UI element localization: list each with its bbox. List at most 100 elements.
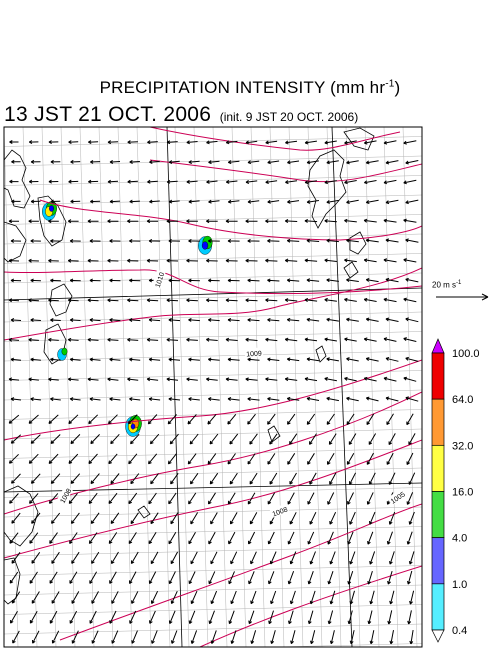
- wind-vector: [109, 278, 121, 283]
- wind-vector: [70, 159, 81, 164]
- wind-vector: [89, 238, 101, 243]
- wind-vector: [28, 453, 39, 464]
- wind-vector: [148, 238, 161, 243]
- wind-vector: [324, 258, 337, 263]
- wind-vector: [307, 571, 314, 585]
- wind-vector: [327, 571, 334, 585]
- wind-vector: [284, 219, 298, 224]
- wind-vector: [68, 179, 79, 184]
- wind-vector: [304, 377, 318, 382]
- wind-vector: [8, 298, 20, 303]
- rain-level: [201, 241, 209, 250]
- wind-vector: [151, 590, 159, 605]
- wind-vector: [245, 140, 258, 145]
- wind-vector: [129, 357, 141, 362]
- grid-parallel: [4, 545, 422, 557]
- wind-vector: [327, 610, 334, 625]
- wind-vector: [306, 200, 319, 204]
- wind-vector: [389, 551, 395, 565]
- wind-vector: [50, 159, 61, 164]
- wind-vector: [406, 413, 414, 426]
- wind-vector: [129, 278, 141, 283]
- wind-vector: [385, 277, 399, 283]
- wind-vector: [91, 630, 99, 644]
- wind-vector: [363, 337, 377, 342]
- wind-vector: [284, 337, 298, 342]
- wind-vector: [385, 357, 399, 362]
- wind-vector: [168, 531, 177, 545]
- grid-parallel: [4, 370, 422, 381]
- wind-vector: [30, 238, 41, 243]
- isobar-line: [4, 269, 422, 295]
- wind-vector: [347, 492, 354, 505]
- wind-vector: [108, 453, 118, 465]
- wind-vector: [265, 140, 278, 145]
- wind-vector: [127, 219, 139, 224]
- wind-vector: [289, 590, 296, 605]
- wind-vector: [387, 610, 393, 625]
- wind-vector: [68, 492, 78, 504]
- wind-vector: [150, 473, 159, 485]
- wind-vector: [346, 199, 359, 204]
- grid-meridian: [250, 127, 266, 647]
- wind-vector: [365, 357, 379, 362]
- wind-vector: [290, 630, 296, 645]
- grid-meridian: [22, 127, 38, 647]
- wind-vector: [406, 452, 414, 466]
- coast-segment: [343, 261, 359, 279]
- wind-vector: [89, 610, 97, 624]
- wind-vector: [306, 317, 320, 322]
- wind-vector: [148, 318, 161, 322]
- wind-vector: [206, 179, 218, 184]
- wind-vector: [369, 590, 375, 605]
- wind-vector: [208, 610, 215, 625]
- wind-vector: [347, 610, 353, 625]
- wind-vector: [170, 512, 179, 525]
- wind-vector: [186, 258, 198, 263]
- wind-vector: [208, 160, 220, 165]
- wind-vector: [369, 630, 375, 645]
- wind-vector: [170, 473, 179, 485]
- wind-vector: [288, 610, 294, 625]
- wind-vector: [31, 512, 41, 524]
- wind-vector: [89, 571, 98, 584]
- wind-vector: [306, 413, 316, 425]
- rain-level: [49, 205, 54, 212]
- wind-vector: [289, 472, 297, 485]
- wind-vector: [9, 140, 19, 144]
- wind-vector: [208, 531, 216, 545]
- rain-cell-center: [198, 235, 213, 255]
- wind-vector: [285, 140, 298, 145]
- wind-vector: [110, 512, 120, 525]
- wind-vector: [346, 357, 359, 362]
- wind-vector: [129, 610, 137, 624]
- wind-vector: [108, 492, 118, 505]
- wind-vector: [289, 433, 298, 445]
- wind-vector: [8, 377, 20, 382]
- wind-vector: [107, 377, 119, 382]
- wind-vector: [188, 397, 200, 402]
- grid-parallel: [4, 467, 422, 479]
- wind-vector: [386, 413, 394, 426]
- wind-vector: [29, 571, 38, 584]
- wind-vector: [405, 396, 419, 402]
- wind-vector: [265, 298, 278, 303]
- wind-vector: [247, 413, 256, 425]
- wind-vector: [48, 453, 59, 464]
- wind-vector: [129, 238, 141, 243]
- wind-vector: [188, 160, 200, 165]
- wind-vector: [70, 199, 81, 204]
- wind-vector: [329, 472, 337, 485]
- wind-vector: [265, 180, 278, 184]
- wind-vector: [383, 258, 397, 263]
- wind-vector: [30, 434, 41, 444]
- wind-vector: [168, 160, 180, 164]
- wind-vector: [88, 414, 99, 425]
- wind-vector: [109, 571, 117, 584]
- wind-vector: [186, 219, 198, 224]
- wind-vector: [346, 160, 359, 165]
- grid-meridian: [212, 127, 228, 647]
- wind-vector: [166, 219, 178, 224]
- wind-vector: [366, 413, 375, 426]
- wind-vector: [344, 337, 357, 342]
